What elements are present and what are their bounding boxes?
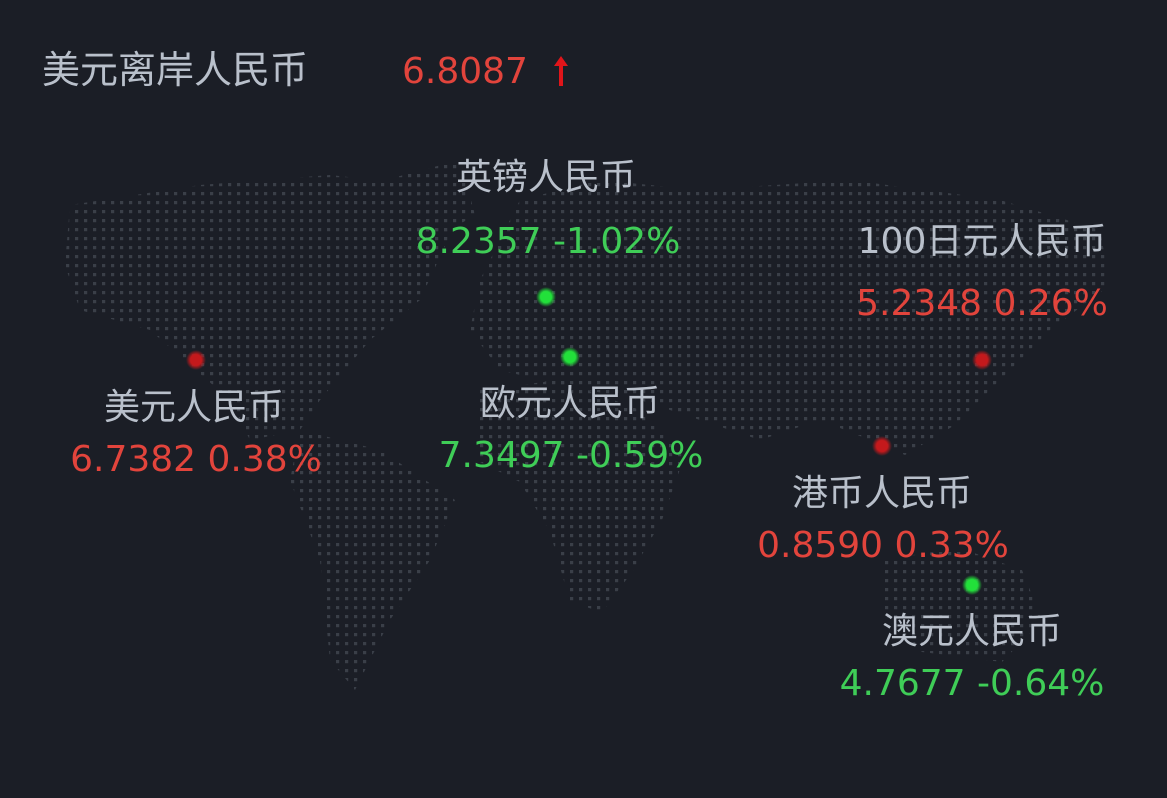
marker-aud[interactable]: [962, 575, 982, 595]
south-america: [290, 430, 455, 690]
marker-eur[interactable]: [560, 347, 580, 367]
pair-rate-jpy: 5.2348 0.26%: [856, 283, 1108, 324]
marker-hkd[interactable]: [872, 436, 892, 456]
offshore-rate-value: 6.8087: [402, 51, 528, 92]
page-title: 美元离岸人民币: [42, 48, 309, 92]
pair-name-hkd: 港币人民币: [791, 473, 973, 514]
marker-usd[interactable]: [186, 350, 206, 370]
pair-rate-hkd: 0.8590 0.33%: [757, 525, 1009, 566]
africa: [480, 380, 685, 612]
arrow-up-icon: [554, 56, 568, 86]
australia: [880, 548, 1042, 662]
marker-jpy[interactable]: [972, 350, 992, 370]
eurasia: [470, 180, 1110, 455]
pair-name-eur: 欧元人民币: [479, 383, 661, 424]
marker-gbp[interactable]: [536, 287, 556, 307]
pair-name-jpy: 100日元人民币: [857, 221, 1107, 262]
pair-name-aud: 澳元人民币: [881, 611, 1063, 652]
pair-rate-gbp: 8.2357 -1.02%: [415, 221, 681, 262]
pair-rate-eur: 7.3497 -0.59%: [438, 435, 704, 476]
north-america: [65, 175, 450, 440]
pair-rate-usd: 6.7382 0.38%: [70, 439, 322, 480]
pair-name-gbp: 英镑人民币: [455, 157, 637, 198]
greenland: [385, 160, 475, 245]
pair-name-usd: 美元人民币: [103, 387, 285, 428]
pair-rate-aud: 4.7677 -0.64%: [839, 663, 1105, 704]
